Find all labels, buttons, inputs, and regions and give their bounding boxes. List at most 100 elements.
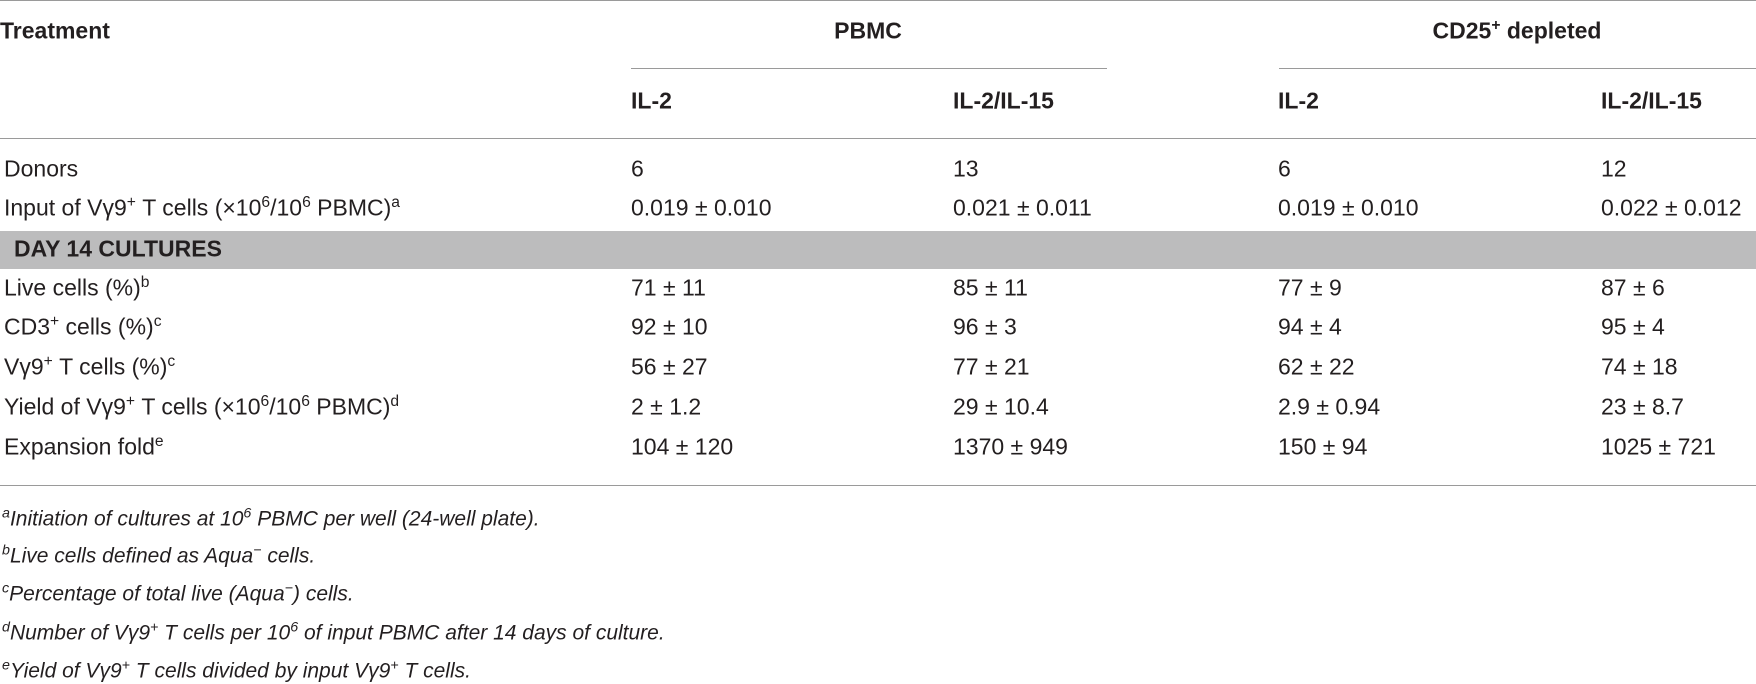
cell: 56 ± 27 [631, 353, 708, 380]
superscript: 6 [301, 392, 310, 410]
superscript: + [50, 312, 60, 330]
cell: 6 [1278, 155, 1291, 182]
footnote: aInitiation of cultures at 106 PBMC per … [2, 505, 540, 531]
text-part: T cells per 10 [158, 621, 291, 645]
superscript: 6 [261, 193, 271, 211]
superscript: d [390, 392, 400, 410]
superscript: a [391, 193, 400, 211]
text-part: CD3 [4, 313, 51, 340]
cell: 12 [1601, 155, 1627, 182]
footnote: dNumber of Vγ9+ T cells per 106 of input… [2, 619, 665, 645]
footnote: bLive cells defined as Aqua− cells. [2, 542, 316, 568]
text-part: Donors [4, 155, 79, 182]
top-rule [0, 0, 1756, 1]
text-part: /10 [269, 393, 302, 420]
text-part: Number of Vγ9 [9, 621, 150, 645]
cell: 85 ± 11 [953, 274, 1028, 301]
text-part: Percentage of total live (Aqua [9, 582, 285, 606]
group-header: CD25+ depleted [1432, 16, 1602, 44]
cell: 2.9 ± 0.94 [1278, 393, 1381, 420]
cell: 0.019 ± 0.010 [1278, 194, 1419, 221]
group-header: PBMC [834, 17, 902, 44]
row-label: Input of Vγ9+ T cells (×106/106 PBMC)a [4, 193, 400, 221]
section-label: DAY 14 CULTURES [14, 235, 222, 262]
superscript: + [390, 657, 399, 674]
superscript: − [253, 542, 262, 559]
footnote-mark: a [2, 505, 10, 522]
cell: 1370 ± 949 [953, 433, 1068, 460]
cell: 104 ± 120 [631, 433, 734, 460]
superscript: 6 [243, 505, 252, 522]
text-part: Yield of Vγ9 [4, 393, 126, 420]
row-label: Donors [4, 155, 79, 182]
superscript: + [43, 352, 53, 370]
text-part: cells. [261, 544, 316, 568]
cell: 77 ± 9 [1278, 274, 1342, 301]
group-rule [1279, 68, 1756, 69]
text-part: CD25 [1432, 17, 1492, 44]
header-treatment: Treatment [0, 17, 110, 44]
text-part: Vγ9 [4, 353, 44, 380]
text-part: Expansion fold [4, 433, 155, 460]
cell: 23 ± 8.7 [1601, 393, 1684, 420]
cell: 1025 ± 721 [1601, 433, 1716, 460]
text-part: PBMC) [309, 393, 391, 420]
column-header: IL-2/IL-15 [953, 87, 1054, 114]
footnote-mark: e [2, 657, 10, 674]
text-part: ) cells. [293, 582, 354, 606]
text-part: T cells divided by input Vγ9 [129, 659, 391, 683]
footnote-mark: b [2, 542, 10, 559]
cell: 77 ± 21 [953, 353, 1030, 380]
row-label: Yield of Vγ9+ T cells (×106/106 PBMC)d [4, 392, 400, 420]
text-part: T cells (%) [52, 353, 168, 380]
text-part: T cells (×10 [135, 194, 262, 221]
footnote: eYield of Vγ9+ T cells divided by input … [2, 657, 471, 683]
cell: 0.022 ± 0.012 [1601, 194, 1742, 221]
cell: 0.019 ± 0.010 [631, 194, 772, 221]
superscript: 6 [302, 193, 311, 211]
text-part: depleted [1500, 17, 1602, 44]
text-part: cells (%) [59, 313, 154, 340]
column-header: IL-2 [1278, 87, 1319, 114]
superscript: c [167, 352, 176, 370]
section-band [0, 231, 1756, 269]
cell: 96 ± 3 [953, 313, 1017, 340]
cell: 92 ± 10 [631, 313, 708, 340]
text-part: Yield of Vγ9 [9, 659, 122, 683]
row-label: Live cells (%)b [4, 273, 150, 300]
superscript: 6 [290, 619, 299, 636]
cell: 29 ± 10.4 [953, 393, 1049, 420]
row-label: Vγ9+ T cells (%)c [4, 352, 176, 380]
superscript: + [121, 657, 130, 674]
cell: 87 ± 6 [1601, 274, 1665, 301]
superscript: c [153, 312, 162, 330]
cell: 150 ± 94 [1278, 433, 1368, 460]
superscript: + [150, 619, 159, 636]
superscript: + [1491, 16, 1501, 34]
cell: 0.021 ± 0.011 [953, 194, 1092, 221]
footnote-mark: d [2, 619, 10, 636]
superscript: + [126, 193, 136, 211]
cell: 13 [953, 155, 979, 182]
group-rule [631, 68, 1107, 69]
header-rule [0, 138, 1756, 139]
cell: 74 ± 18 [1601, 353, 1678, 380]
text-part: PBMC [834, 17, 902, 44]
superscript: b [140, 273, 150, 291]
superscript: 6 [260, 392, 270, 410]
cell: 71 ± 11 [631, 274, 706, 301]
text-part: Live cells defined as Aqua [9, 544, 254, 568]
text-part: Initiation of cultures at 10 [9, 507, 244, 531]
cell: 2 ± 1.2 [631, 393, 702, 420]
column-header: IL-2 [631, 87, 672, 114]
footnote-mark: c [2, 580, 10, 597]
cell: 62 ± 22 [1278, 353, 1355, 380]
column-header: IL-2/IL-15 [1601, 87, 1702, 114]
text-part: Input of Vγ9 [4, 194, 127, 221]
superscript: e [154, 432, 164, 450]
cell: 6 [631, 155, 644, 182]
text-part: T cells (×10 [135, 393, 261, 420]
bottom-rule [0, 485, 1756, 486]
footnote: cPercentage of total live (Aqua−) cells. [2, 580, 354, 606]
